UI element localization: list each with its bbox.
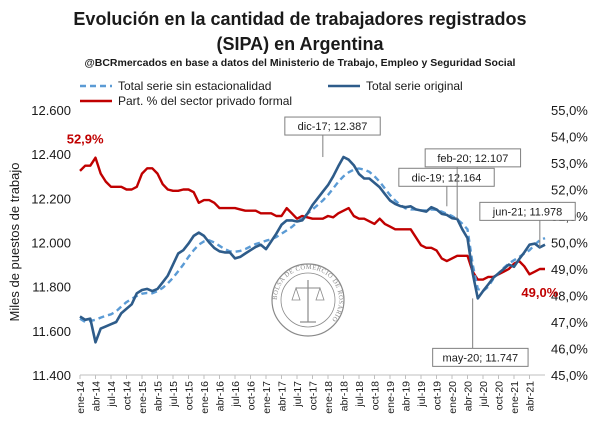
series xyxy=(79,155,546,344)
x-tick-label: abr-16 xyxy=(215,381,227,412)
callout-box xyxy=(398,167,495,187)
callout-label: dic-19; 12.164 xyxy=(412,172,482,184)
x-tick-label: oct-20 xyxy=(494,381,506,410)
callout-label: jun-21; 11.978 xyxy=(492,206,563,218)
callout-box xyxy=(479,201,576,221)
y-tick-label: 12.600 xyxy=(31,103,71,118)
x-tick-label: abr-17 xyxy=(277,381,289,412)
x-tick-label: ene-21 xyxy=(509,381,521,414)
x-tick-label: abr-20 xyxy=(463,381,475,412)
callout: dic-17; 12.387 xyxy=(284,116,381,158)
y-axis-label: Miles de puestos de trabajo xyxy=(7,163,22,322)
legend-label-seasonally-adjusted: Total serie sin estacionalidad xyxy=(118,79,271,93)
x-tick-label: jul-16 xyxy=(230,381,242,408)
callout-box xyxy=(284,116,381,136)
y-tick-label: 11.400 xyxy=(32,368,71,383)
x-tick-label: ene-14 xyxy=(75,381,87,414)
callout-label: feb-20; 12.107 xyxy=(437,153,508,165)
y2-tick-label: 46,0% xyxy=(551,342,588,357)
callout-label: may-20; 11.747 xyxy=(443,352,519,364)
legend-label-private-share: Part. % del sector privado formal xyxy=(118,94,292,108)
chart-title: Evolución en la cantidad de trabajadores… xyxy=(73,9,526,29)
y2-tick-label: 49,0% xyxy=(551,262,588,277)
x-tick-label: jul-19 xyxy=(416,381,428,408)
line-private-share xyxy=(79,156,545,281)
y2-tick-label: 53,0% xyxy=(551,156,588,171)
x-tick-label: ene-20 xyxy=(447,381,459,414)
x-tick-label: jul-20 xyxy=(478,381,490,408)
x-tick-label: jul-18 xyxy=(354,381,366,408)
x-tick-label: abr-21 xyxy=(525,381,537,412)
line-original xyxy=(79,155,546,344)
x-tick-label: oct-19 xyxy=(432,381,444,410)
x-tick-label: jul-15 xyxy=(168,381,180,408)
chart-title-line-2: (SIPA) en Argentina xyxy=(216,34,384,54)
callout: jun-21; 11.978 xyxy=(479,201,576,248)
watermark-logo: BOLSA DE COMERCIO DE ROSARIO xyxy=(271,263,345,337)
y2-tick-label: 47,0% xyxy=(551,315,588,330)
x-tick-label: jul-17 xyxy=(292,381,304,408)
x-tick-label: oct-17 xyxy=(308,381,320,410)
y2-tick-label: 48,0% xyxy=(551,289,588,304)
y-tick-label: 11.600 xyxy=(32,324,71,339)
y2-tick-label: 55,0% xyxy=(551,103,588,118)
callout-box xyxy=(432,347,529,367)
legend-label-original: Total serie original xyxy=(366,79,463,93)
callout-label: dic-17; 12.387 xyxy=(298,121,368,133)
axes: 11.400 11.600 11.800 12.000 12.200 12.400 12.6… xyxy=(7,103,588,414)
y2-tick-label: 50,0% xyxy=(551,236,588,251)
x-tick-label: ene-19 xyxy=(385,381,397,414)
x-tick-label: abr-15 xyxy=(153,381,165,412)
chart-subtitle: @BCRmercados en base a datos del Ministe… xyxy=(85,57,516,69)
x-tick-label: abr-14 xyxy=(91,381,103,412)
x-tick-label: oct-14 xyxy=(122,381,134,410)
y-tick-label: 11.800 xyxy=(32,280,71,295)
x-tick-label: abr-18 xyxy=(339,381,351,412)
x-tick-label: ene-18 xyxy=(323,381,335,414)
callout-box xyxy=(424,148,522,168)
x-tick-label: oct-18 xyxy=(370,381,382,410)
callout: feb-20; 12.107 xyxy=(424,148,522,219)
callout: may-20; 11.747 xyxy=(432,298,529,367)
y-tick-label: 12.400 xyxy=(31,147,71,162)
share-data-label: 49,0% xyxy=(521,285,558,300)
x-tick-label: oct-15 xyxy=(184,381,196,410)
y2-tick-label: 45,0% xyxy=(551,368,588,383)
line-seasonally-adjusted xyxy=(79,167,546,324)
share-data-label: 52,9% xyxy=(67,132,104,147)
x-tick-label: oct-16 xyxy=(246,381,258,410)
y-tick-label: 12.200 xyxy=(31,191,71,206)
legend: Total serie sin estacionalidad Total ser… xyxy=(80,79,463,108)
x-tick-label: ene-16 xyxy=(199,381,211,414)
x-tick-label: ene-15 xyxy=(137,381,149,414)
annotations: dic-17; 12.387 dic-19; 12.164 feb-20; 12.1… xyxy=(67,116,576,367)
y2-tick-label: 52,0% xyxy=(551,183,588,198)
callout: dic-19; 12.164 xyxy=(398,167,495,207)
x-tick-label: abr-19 xyxy=(401,381,413,412)
y-tick-label: 12.000 xyxy=(31,236,71,251)
x-tick-label: jul-14 xyxy=(106,381,118,408)
x-tick-label: ene-17 xyxy=(261,381,273,414)
y2-tick-label: 54,0% xyxy=(551,130,588,145)
